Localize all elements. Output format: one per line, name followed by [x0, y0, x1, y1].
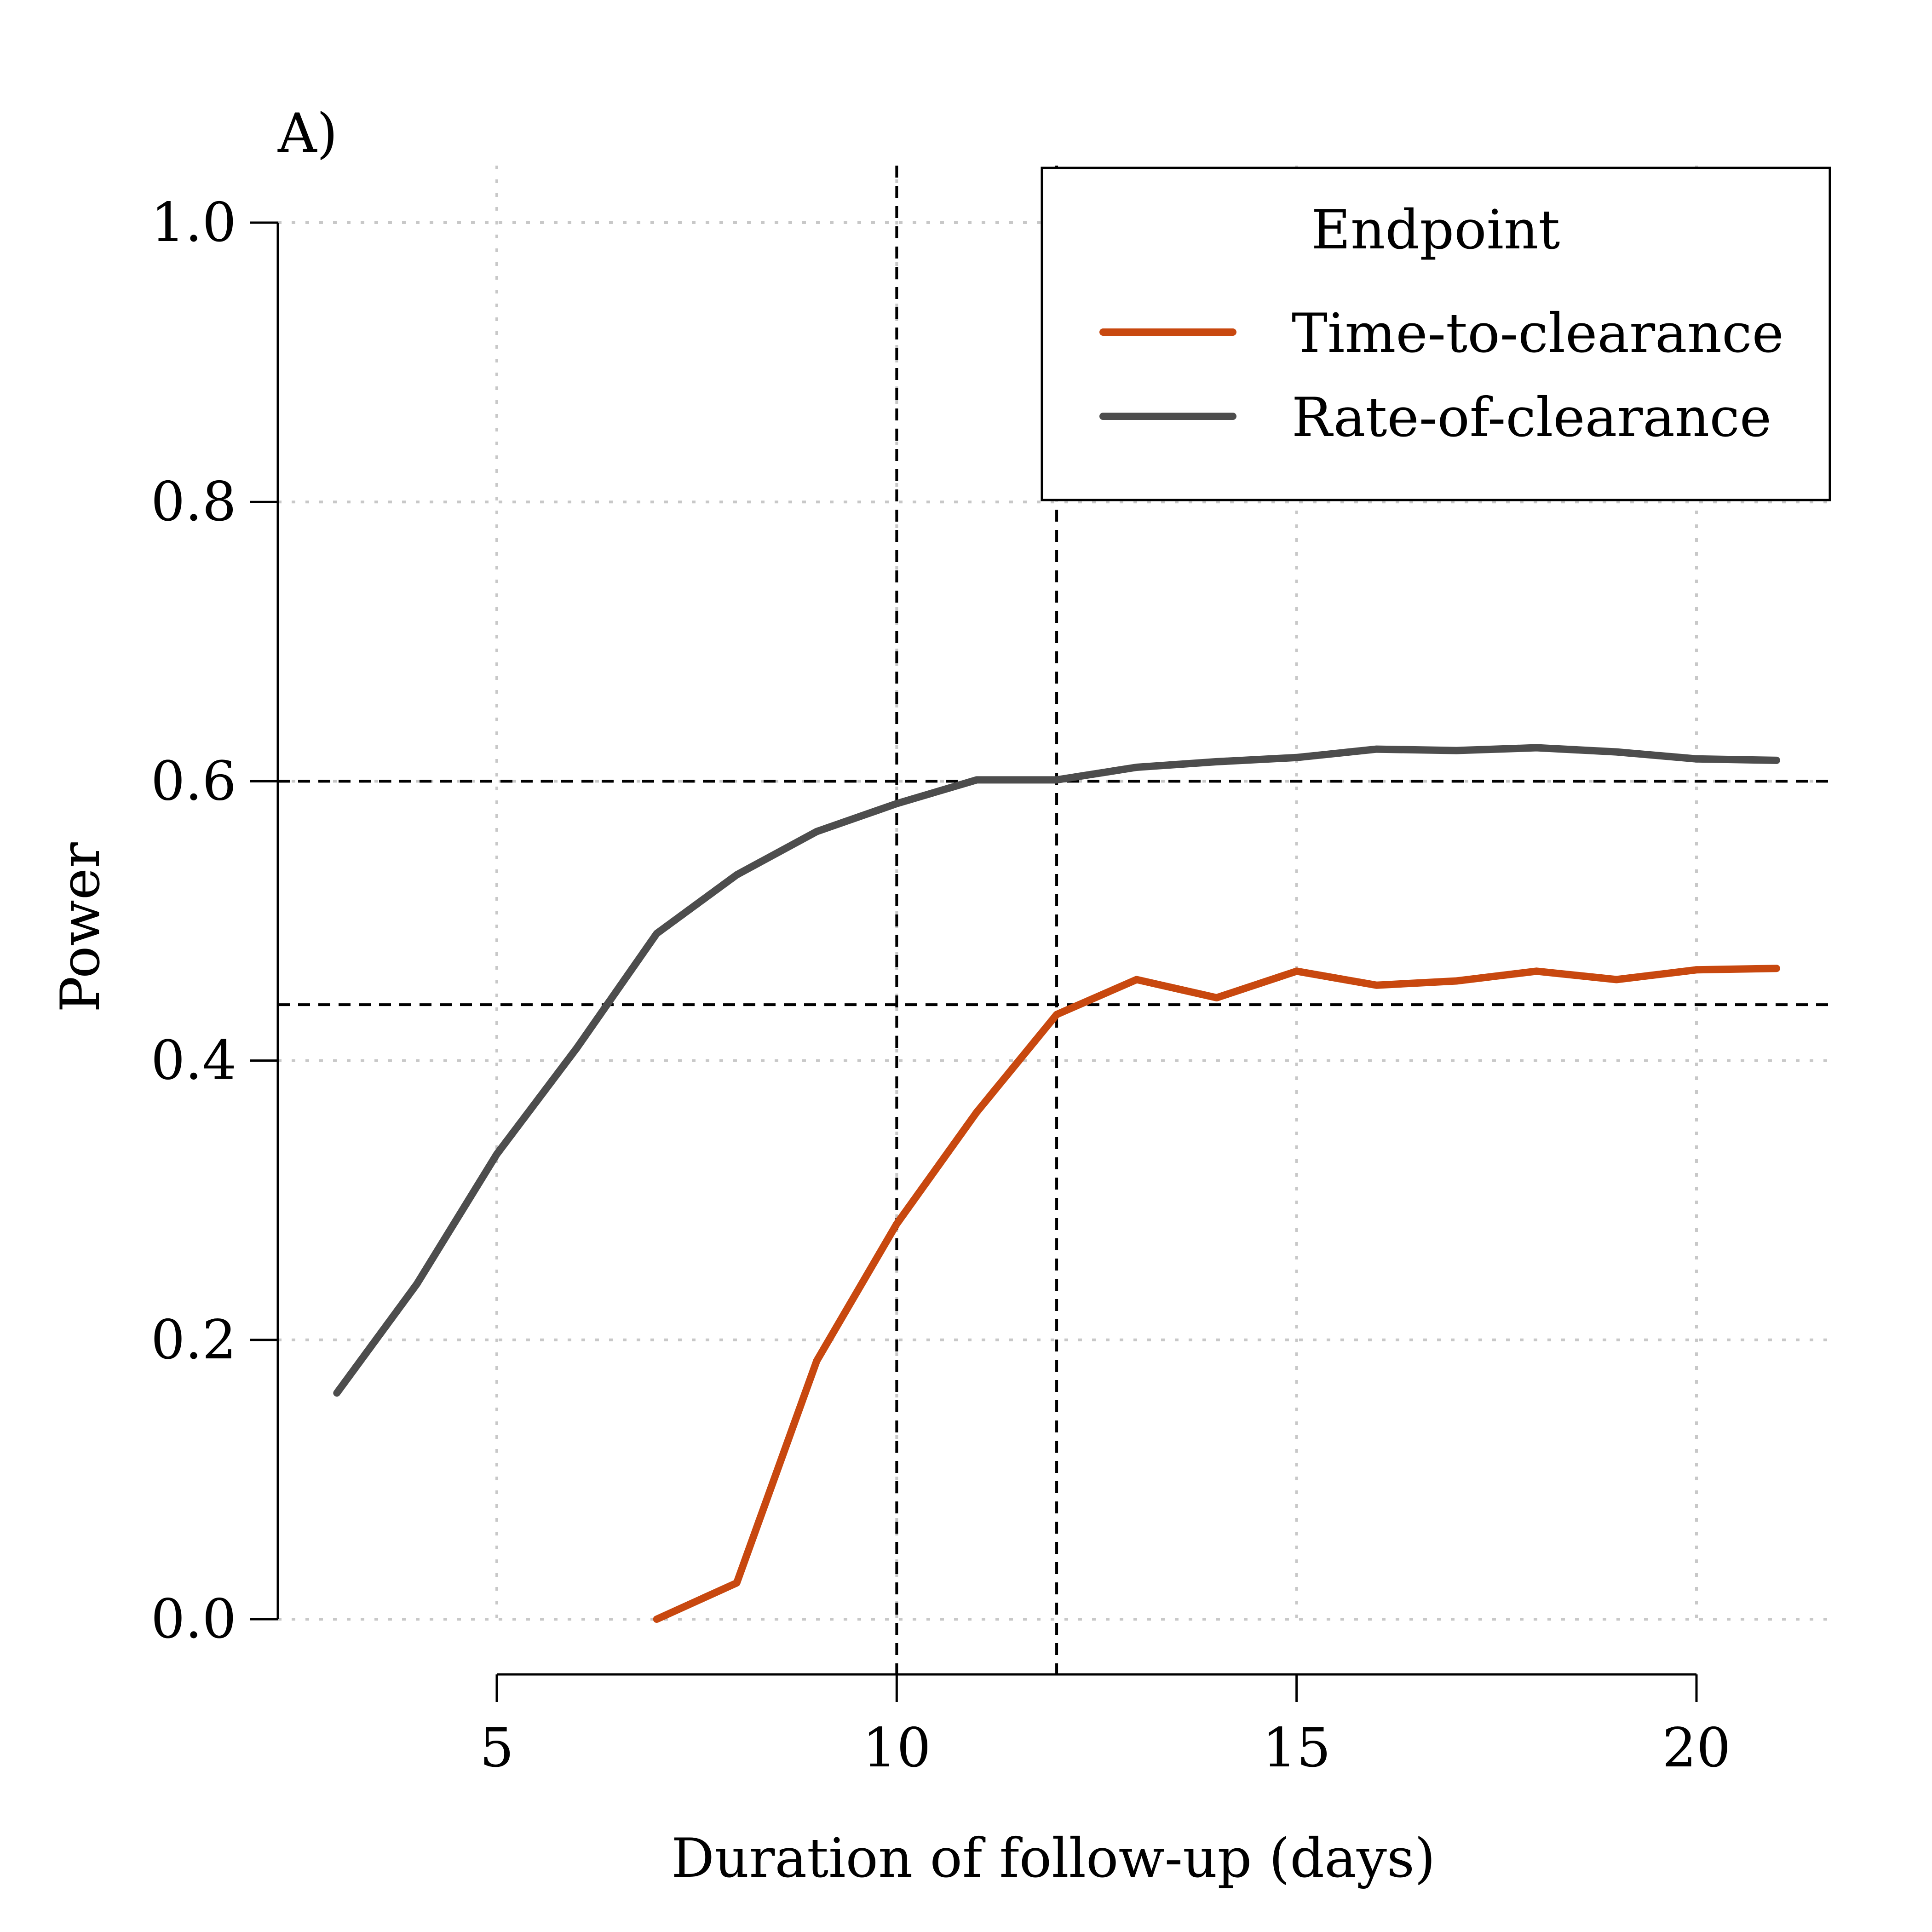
y-tick-label: 0.6	[151, 749, 236, 812]
x-tick-label: 20	[1662, 1716, 1731, 1779]
x-tick-label: 15	[1262, 1716, 1331, 1779]
x-tick-label: 5	[480, 1716, 514, 1779]
series-line-time-to-clearance	[653, 965, 1780, 1623]
legend-label-rate-of-clearance: Rate-of-clearance	[1292, 386, 1771, 449]
x-axis-title: Duration of follow-up (days)	[671, 1827, 1435, 1890]
y-axis-title: Power	[49, 842, 112, 1012]
y-tick-label: 0.2	[151, 1308, 236, 1371]
axes: 0.0 0.2 0.4 0.6 0.8 1.0 5 10 15 20	[151, 191, 1731, 1779]
panel-label: A)	[277, 102, 338, 165]
legend-title: Endpoint	[1311, 198, 1560, 261]
x-tick-label: 10	[862, 1716, 931, 1779]
legend-label-time-to-clearance: Time-to-clearance	[1292, 302, 1784, 365]
series-lines	[333, 744, 1780, 1623]
y-tick-label: 0.0	[151, 1587, 236, 1650]
y-tick-label: 0.8	[151, 470, 236, 533]
y-tick-label: 0.4	[151, 1029, 236, 1092]
series-line-rate-of-clearance	[333, 744, 1780, 1397]
legend: Endpoint Time-to-clearance Rate-of-clear…	[1041, 167, 1831, 501]
y-tick-label: 1.0	[151, 191, 236, 254]
